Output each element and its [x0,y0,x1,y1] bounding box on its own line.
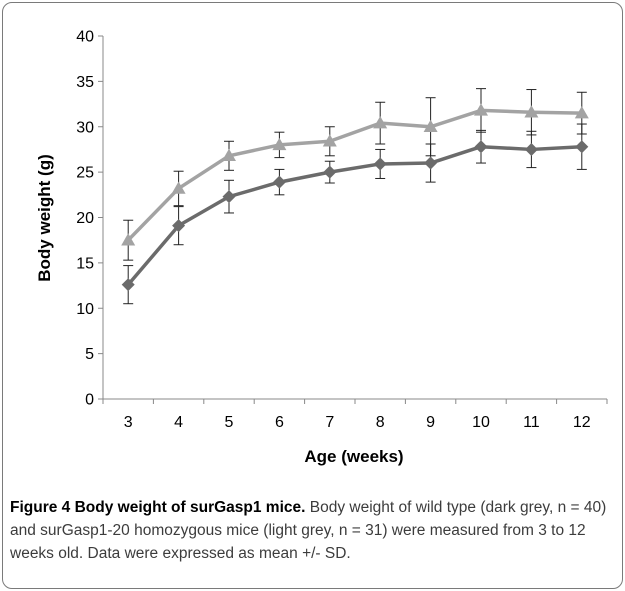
data-point [474,103,488,116]
caption-title: Figure 4 Body weight of surGasp1 mice. [10,499,306,516]
x-tick-label: 4 [174,414,183,431]
y-tick-label: 0 [85,392,94,409]
y-tick-label: 15 [76,255,94,272]
data-point [121,278,135,292]
data-point [474,140,488,154]
y-tick-label: 40 [76,29,94,46]
y-tick-label: 10 [76,301,94,318]
data-point [172,219,186,233]
data-point [272,137,287,151]
x-tick-label: 11 [523,414,540,431]
data-point [222,190,236,204]
x-tick-label: 10 [472,414,490,431]
series-layer [121,88,589,305]
body-weight-chart: 0 5 10 15 20 25 30 35 40 3 4 5 6 7 8 9 10 11 12 Body weigh… [35,29,608,466]
data-point [524,142,538,156]
data-point [322,134,337,147]
data-point [424,156,438,170]
data-point [272,175,286,189]
y-tick-label: 20 [76,210,94,227]
y-axis-title: Body weight (g) [35,154,54,281]
x-tick-label: 6 [275,414,284,431]
data-point [575,140,589,154]
series-line [126,108,582,242]
x-tick-label: 3 [124,414,133,431]
data-point [423,119,438,132]
y-tick-label: 25 [76,165,94,182]
data-point [222,148,236,162]
y-tick-label: 30 [76,119,94,136]
x-axis-title: Age (weeks) [304,447,403,466]
x-tick-label: 5 [225,414,234,431]
y-tick-label: 35 [76,74,94,91]
caption-text: Body weight of wild type (dark grey, n =… [10,499,607,562]
series-2 [121,88,589,261]
data-point [323,165,337,179]
data-point [524,105,539,118]
series-line [126,144,582,286]
x-tick-label: 7 [325,414,334,431]
data-point [121,233,136,246]
y-tick-label: 5 [85,346,94,363]
x-tick-label: 9 [426,414,435,431]
data-point [574,106,589,119]
series-1 [121,123,589,305]
x-tick-label: 12 [573,414,591,431]
data-point [373,116,388,129]
figure-caption: Figure 4 Body weight of surGasp1 mice. B… [10,496,614,565]
x-tick-label: 8 [376,414,385,431]
data-point [171,181,186,194]
axes: 0 5 10 15 20 25 30 35 40 3 4 5 6 7 8 9 10 11 12 [76,29,608,431]
data-point [373,157,387,171]
